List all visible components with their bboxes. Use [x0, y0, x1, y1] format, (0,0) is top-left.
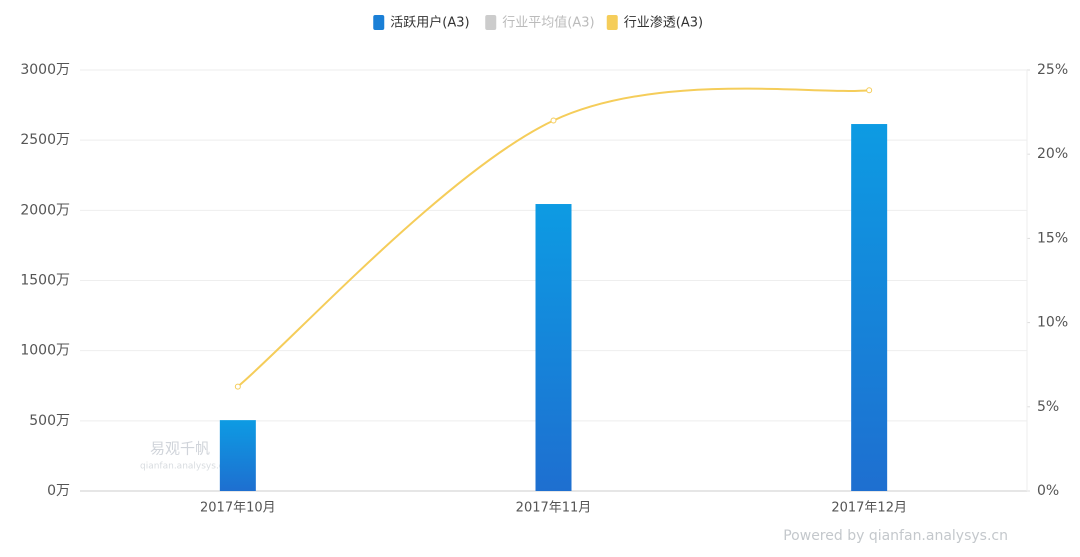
legend-swatch[interactable] — [485, 15, 497, 30]
x-tick-label: 2017年10月 — [200, 501, 276, 516]
y-tick-label: 1500万 — [20, 273, 70, 289]
watermark: 易观千帆 — [150, 440, 210, 458]
legend-label[interactable]: 行业平均值(A3) — [502, 15, 594, 31]
y2-tick-label: 25% — [1037, 62, 1068, 78]
x-tick-label: 2017年12月 — [831, 501, 907, 516]
y2-tick-label: 20% — [1037, 146, 1068, 162]
watermark: qianfan.analysys.cn — [140, 462, 229, 472]
y2-tick-label: 15% — [1037, 230, 1068, 246]
y-tick-label: 1000万 — [20, 343, 70, 359]
bar — [219, 420, 256, 491]
y2-tick-label: 5% — [1037, 399, 1059, 415]
point — [866, 87, 873, 94]
legend-label[interactable]: 行业渗透(A3) — [624, 16, 703, 31]
y-tick-label: 2000万 — [20, 202, 70, 218]
x-tick-label: 2017年11月 — [516, 501, 592, 516]
bar — [851, 124, 888, 492]
point — [550, 117, 557, 124]
bar — [535, 204, 572, 492]
y-tick-label: 2500万 — [20, 132, 70, 148]
point — [234, 383, 241, 390]
legend-swatch[interactable] — [373, 15, 385, 30]
y2-tick-label: 0% — [1037, 483, 1059, 499]
legend-label[interactable]: 活跃用户(A3) — [390, 15, 469, 31]
legend-swatch[interactable] — [606, 15, 618, 30]
y-tick-label: 3000万 — [20, 62, 70, 78]
y-tick-label: 500万 — [29, 413, 70, 429]
y-tick-label: 0万 — [47, 483, 70, 499]
y2-tick-label: 10% — [1037, 315, 1068, 331]
credit: Powered by qianfan.analysys.cn — [783, 528, 1008, 544]
